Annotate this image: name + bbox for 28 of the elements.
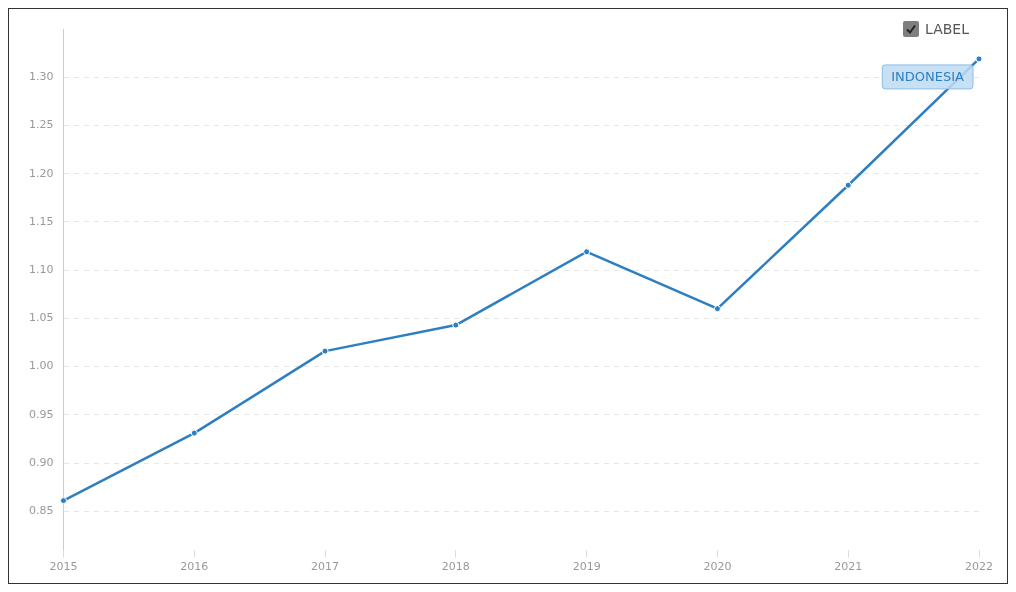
- point: [844, 181, 852, 189]
- x-tick-label: 2015: [49, 560, 78, 574]
- series-label: INDONESIA: [891, 69, 965, 85]
- y-tick-label: 1.20: [28, 166, 54, 180]
- y-tick-label: 0.95: [28, 407, 54, 421]
- y-tick-label: 1.00: [28, 359, 54, 373]
- x-tick-label: 2019: [572, 560, 601, 574]
- annotation: LABEL: [925, 21, 969, 37]
- y-tick-label: 1.05: [28, 311, 54, 325]
- x-tick-label: 2016: [180, 560, 209, 574]
- point: [975, 55, 983, 63]
- y-tick-label: 1.25: [28, 118, 54, 132]
- x-tick-label: 2022: [965, 560, 993, 574]
- x-tick-label: 2021: [834, 560, 863, 574]
- point: [190, 429, 198, 437]
- point: [452, 321, 460, 329]
- y-tick-label: 1.15: [28, 214, 54, 228]
- x-tick-label: 2018: [441, 560, 470, 574]
- y-tick-label: 0.90: [28, 455, 54, 469]
- y-tick-label: 1.10: [28, 262, 54, 276]
- point: [59, 497, 67, 505]
- x-tick-label: 2020: [703, 560, 732, 574]
- x-tick-label: 2017: [311, 560, 340, 574]
- point: [321, 347, 329, 355]
- y-tick-label: 0.85: [28, 504, 54, 518]
- point: [583, 248, 591, 256]
- y-tick-label: 1.30: [28, 70, 54, 84]
- point: [713, 305, 721, 313]
